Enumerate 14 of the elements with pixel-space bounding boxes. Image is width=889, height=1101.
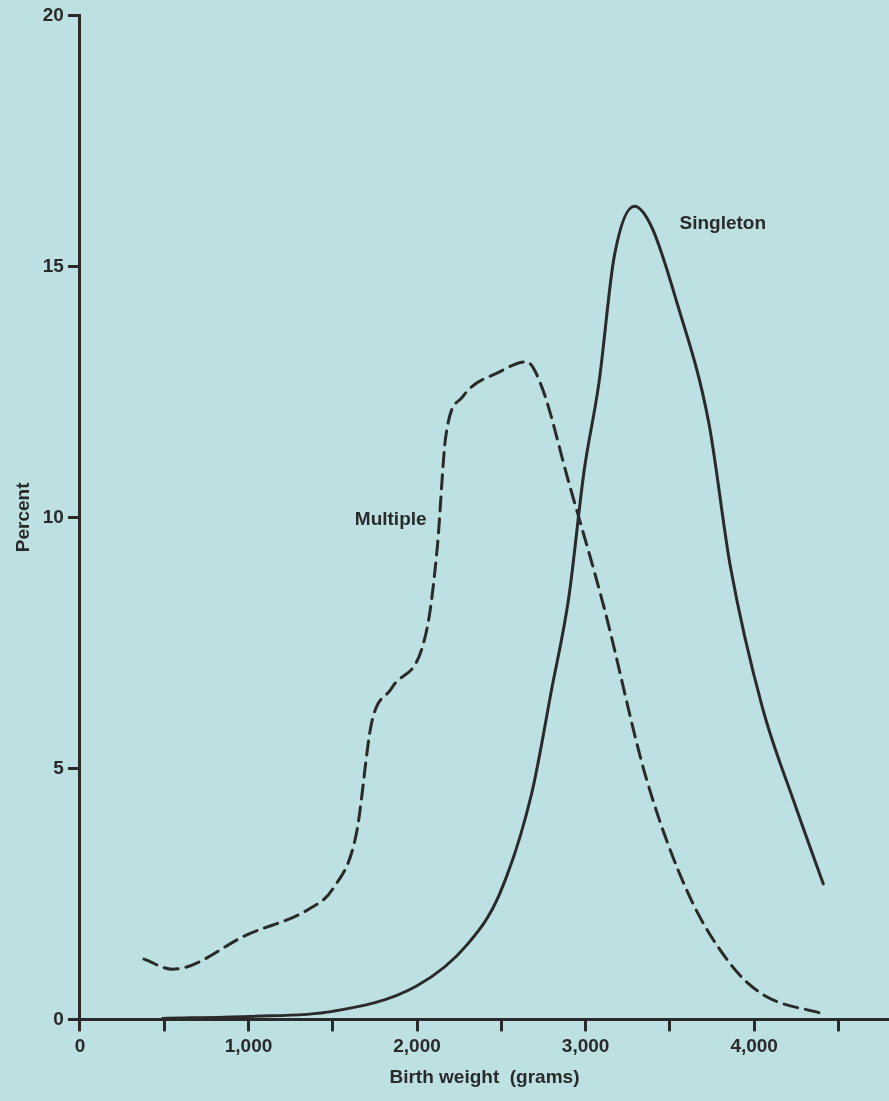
series-label: Singleton <box>679 212 767 234</box>
x-tick-label: 4,000 <box>730 1035 778 1057</box>
y-tick-label: 5 <box>53 756 65 778</box>
x-tick-label: 0 <box>74 1035 86 1057</box>
x-axis-title: Birth weight (grams) <box>389 1065 580 1087</box>
y-tick-label: 20 <box>42 3 64 25</box>
y-tick-label: 15 <box>42 254 65 276</box>
x-tick-label: 3,000 <box>561 1035 610 1057</box>
y-tick-label: 0 <box>53 1007 64 1029</box>
x-tick-label: 1,000 <box>224 1035 273 1057</box>
series-label: Multiple <box>354 508 427 530</box>
y-tick-label: 10 <box>42 505 64 527</box>
x-tick-label: 2,000 <box>393 1035 441 1057</box>
y-axis-title: Percent <box>11 481 33 553</box>
